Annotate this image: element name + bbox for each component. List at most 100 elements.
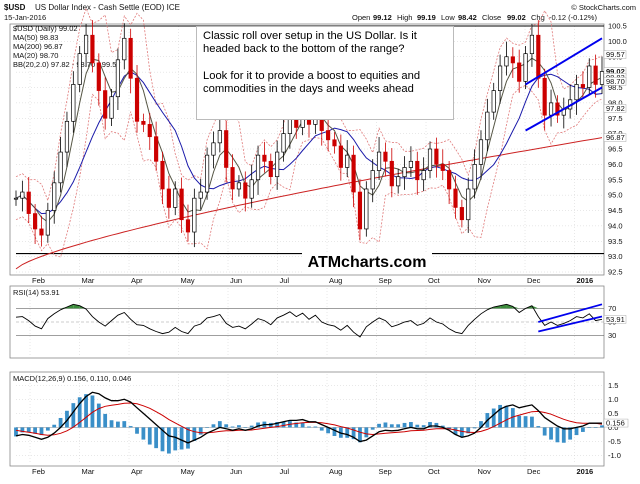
macd-histogram-bar [542,427,547,436]
candle-body [45,210,50,236]
macd-histogram-bar [300,422,305,428]
macd-histogram-bar [192,427,197,441]
month-label: Aug [329,276,342,285]
last-value-tag [603,77,627,86]
candle-body [440,164,445,171]
last-value-tag [603,50,627,59]
macd-histogram-bar [249,425,254,428]
chg-value: -0.12 (-0.12%) [549,13,597,22]
price-tick-label: 98.0 [608,98,623,107]
macd-histogram-bar [428,422,432,428]
macd-histogram-bar [383,422,388,428]
ohlc-readout: Open 99.12 High 99.19 Low 98.42 Close 99… [352,13,597,22]
macd-histogram-bar [319,427,324,431]
month-label: Nov [478,467,492,476]
candle-body [364,188,369,230]
macd-histogram-bar [275,422,280,428]
legend-bb: BB(20,2.0) 97.82 - 98.70 - 99.57 [13,60,121,69]
last-value-tag [603,133,627,142]
candle-body [192,197,197,233]
macd-histogram-bar [294,422,299,428]
price-tick-label: 100.5 [608,22,627,31]
macd-histogram-bar [141,427,146,440]
macd-histogram-bar [377,423,381,428]
month-label: Aug [329,467,342,476]
macd-histogram-bar [90,395,95,428]
close-label: Close [482,13,501,22]
macd-histogram-bar [211,424,216,428]
macd-histogram-bar [593,427,598,428]
macd-histogram-bar [84,394,88,428]
legend-price: $USD (Daily) 99.02 [13,24,78,33]
month-label: Apr [131,467,143,476]
candle-body [166,188,171,208]
month-label: Mar [82,276,95,285]
candle-body [160,160,165,190]
macd-histogram-bar [453,427,458,435]
candle-body [64,120,70,153]
candle-body [109,96,114,119]
candle-body [345,154,350,168]
macd-histogram-bar [198,427,203,435]
candle-body [52,182,57,211]
macd-histogram-bar [561,427,566,443]
macd-histogram-bar [510,408,515,428]
candle-body [434,148,439,165]
macd-tick-label: 0.5 [608,409,618,418]
macd-histogram-bar [409,422,413,428]
macd-histogram-bar [415,424,420,428]
candle-body [517,62,522,82]
candle-body [33,213,38,230]
month-label: Sep [379,467,392,476]
macd-title: MACD(12,26,9) 0.156, 0.110, 0.046 [13,374,131,383]
macd-histogram-bar [479,421,483,428]
macd-histogram-bar [517,415,522,428]
macd-tick-label: -0.5 [608,437,621,446]
candle-body [39,228,44,236]
last-value-label: 99.02 [606,67,625,76]
legend-ma200: MA(200) 96.87 [13,42,63,51]
rsi-line [15,303,603,338]
open-label: Open [352,13,370,22]
chart-description: US Dollar Index - Cash Settle (EOD) ICE [35,3,180,12]
macd-histogram-bar [549,427,553,440]
candle-body [548,102,554,116]
bollinger-lower-line [15,84,603,258]
macd-histogram-bar [358,427,362,443]
month-label: Dec [527,467,541,476]
macd-histogram-bar [536,426,541,428]
month-label: Jul [280,467,290,476]
candle-body [141,120,146,125]
candle-body [262,154,267,162]
macd-histogram-bar [466,427,471,434]
macd-histogram-bar [166,427,171,454]
month-label: Feb [32,276,45,285]
annotation-line-2: Look for it to provide a boost to equiti… [203,69,421,96]
candle-body [466,188,471,221]
candle-body [217,130,222,144]
candle-body [90,34,95,64]
candle-body [243,182,248,199]
macd-histogram-bar [587,427,592,428]
candle-body [26,191,31,214]
rsi-tick-label: 70 [608,304,616,313]
candle-body [580,84,585,88]
candle-body [498,65,503,91]
price-tick-label: 95.0 [608,191,623,200]
macd-histogram-bar [230,426,235,428]
candle-body [529,34,535,55]
month-label: Nov [478,276,492,285]
macd-histogram-bar [160,427,165,452]
macd-histogram-bar [39,427,44,436]
ma50-line [15,71,603,215]
month-label: May [181,276,195,285]
candle-body [408,160,413,168]
price-tick-label: 92.5 [608,268,623,277]
axes-layer: 92.593.093.594.094.595.095.596.096.597.0… [32,22,629,476]
price-tick-label: 94.5 [608,206,623,215]
macd-histogram-bar [52,424,57,428]
candle-body [472,164,477,190]
candle-body [58,151,63,184]
candle-body [275,151,280,178]
month-label: Sep [379,276,392,285]
